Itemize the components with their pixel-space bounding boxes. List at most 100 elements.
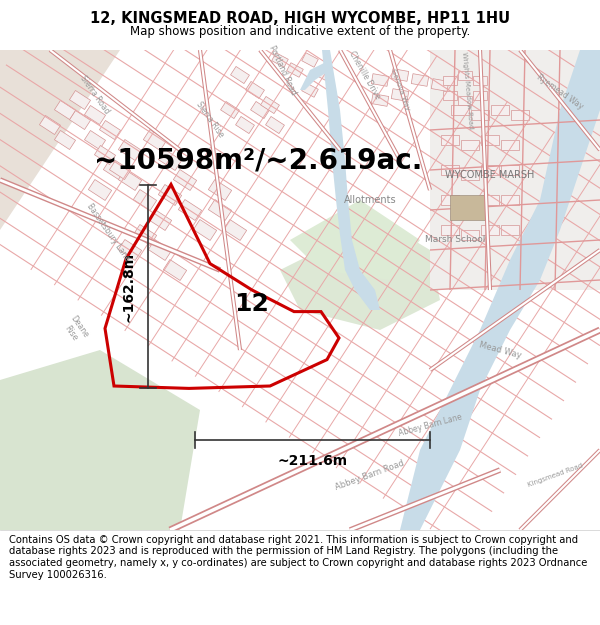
Bar <box>473 76 487 84</box>
Bar <box>118 239 142 261</box>
Bar <box>317 68 333 82</box>
Bar <box>501 165 519 175</box>
Bar <box>302 82 318 98</box>
Bar <box>441 225 459 235</box>
Bar <box>158 149 182 171</box>
Bar <box>501 225 519 235</box>
Text: 12, KINGSMEAD ROAD, HIGH WYCOMBE, HP11 1HU: 12, KINGSMEAD ROAD, HIGH WYCOMBE, HP11 1… <box>90 11 510 26</box>
Bar <box>85 106 106 124</box>
Bar <box>473 91 487 99</box>
Bar <box>40 116 61 134</box>
Bar <box>118 169 142 191</box>
Bar <box>133 224 157 246</box>
Bar <box>245 81 265 99</box>
Polygon shape <box>322 50 380 310</box>
Bar <box>441 195 459 205</box>
Polygon shape <box>0 350 200 530</box>
Polygon shape <box>290 200 420 280</box>
Bar <box>109 161 131 179</box>
Bar <box>251 101 269 119</box>
Bar <box>441 135 459 145</box>
Bar <box>94 146 116 164</box>
Bar <box>230 66 250 84</box>
Bar <box>511 110 529 120</box>
Bar <box>451 105 469 115</box>
Bar <box>287 62 303 78</box>
Bar <box>103 159 127 181</box>
Bar <box>302 52 318 68</box>
Bar <box>481 165 499 175</box>
Bar <box>193 219 217 241</box>
Bar <box>173 169 197 191</box>
Bar <box>236 116 254 134</box>
Text: Marsh School: Marsh School <box>425 236 485 244</box>
Bar <box>461 200 479 210</box>
Text: Portland Road: Portland Road <box>268 44 298 96</box>
Bar <box>501 140 519 150</box>
Bar <box>163 259 187 281</box>
Bar <box>178 199 202 221</box>
Bar <box>443 91 457 99</box>
Text: 12: 12 <box>235 292 269 316</box>
Polygon shape <box>280 220 440 330</box>
Bar <box>371 94 389 106</box>
Bar <box>501 195 519 205</box>
Bar <box>391 89 409 101</box>
Bar <box>118 139 142 161</box>
Text: Chenille Drive: Chenille Drive <box>347 49 382 101</box>
Bar <box>148 209 172 231</box>
Text: ~10598m²/~2.619ac.: ~10598m²/~2.619ac. <box>94 146 422 174</box>
Text: Mead Way: Mead Way <box>478 340 522 360</box>
Bar <box>443 76 457 84</box>
Bar <box>208 179 232 201</box>
Bar <box>88 179 112 201</box>
Bar <box>55 131 76 149</box>
Polygon shape <box>300 60 330 90</box>
Bar <box>85 131 106 149</box>
Bar <box>143 129 167 151</box>
Bar <box>461 170 479 180</box>
Bar <box>148 239 172 261</box>
Text: Ryemead Way: Ryemead Way <box>535 72 585 111</box>
Bar <box>70 91 91 109</box>
Bar <box>411 74 429 86</box>
Bar <box>133 189 157 211</box>
Bar <box>491 105 509 115</box>
Bar <box>223 219 247 241</box>
Bar <box>461 230 479 240</box>
Text: Deane
Rise: Deane Rise <box>60 314 90 346</box>
Text: Sierra Road: Sierra Road <box>79 74 112 116</box>
Text: Abbey Barn Lane: Abbey Barn Lane <box>397 412 463 437</box>
Bar <box>266 116 284 134</box>
Bar <box>260 96 280 114</box>
Bar <box>158 184 182 206</box>
Text: Wrights Meadow Road: Wrights Meadow Road <box>461 51 473 129</box>
Text: ~211.6m: ~211.6m <box>277 454 347 468</box>
Bar <box>450 195 485 220</box>
Text: Map shows position and indicative extent of the property.: Map shows position and indicative extent… <box>130 24 470 38</box>
Bar <box>70 111 91 129</box>
Bar <box>431 79 449 91</box>
Text: Genova Way: Genova Way <box>389 68 410 112</box>
Text: Sierra Rise: Sierra Rise <box>194 101 226 139</box>
Polygon shape <box>0 50 120 230</box>
Bar <box>481 195 499 205</box>
Bar <box>461 140 479 150</box>
Bar <box>441 165 459 175</box>
Bar <box>458 96 472 104</box>
Bar <box>272 52 288 68</box>
Bar <box>391 69 409 81</box>
Text: Bassetsbury Lane: Bassetsbury Lane <box>85 202 131 262</box>
Bar <box>481 225 499 235</box>
Bar <box>221 101 239 119</box>
Bar <box>430 50 600 290</box>
Text: WYCOMBE MARSH: WYCOMBE MARSH <box>445 170 535 180</box>
Polygon shape <box>400 50 600 530</box>
Bar <box>458 71 472 79</box>
Bar <box>371 74 389 86</box>
Text: Allotments: Allotments <box>344 195 397 205</box>
Bar <box>208 199 232 221</box>
Text: Kingsmead Road: Kingsmead Road <box>527 462 583 488</box>
Text: Abbey Barn Road: Abbey Barn Road <box>334 458 406 492</box>
Bar <box>55 101 76 119</box>
